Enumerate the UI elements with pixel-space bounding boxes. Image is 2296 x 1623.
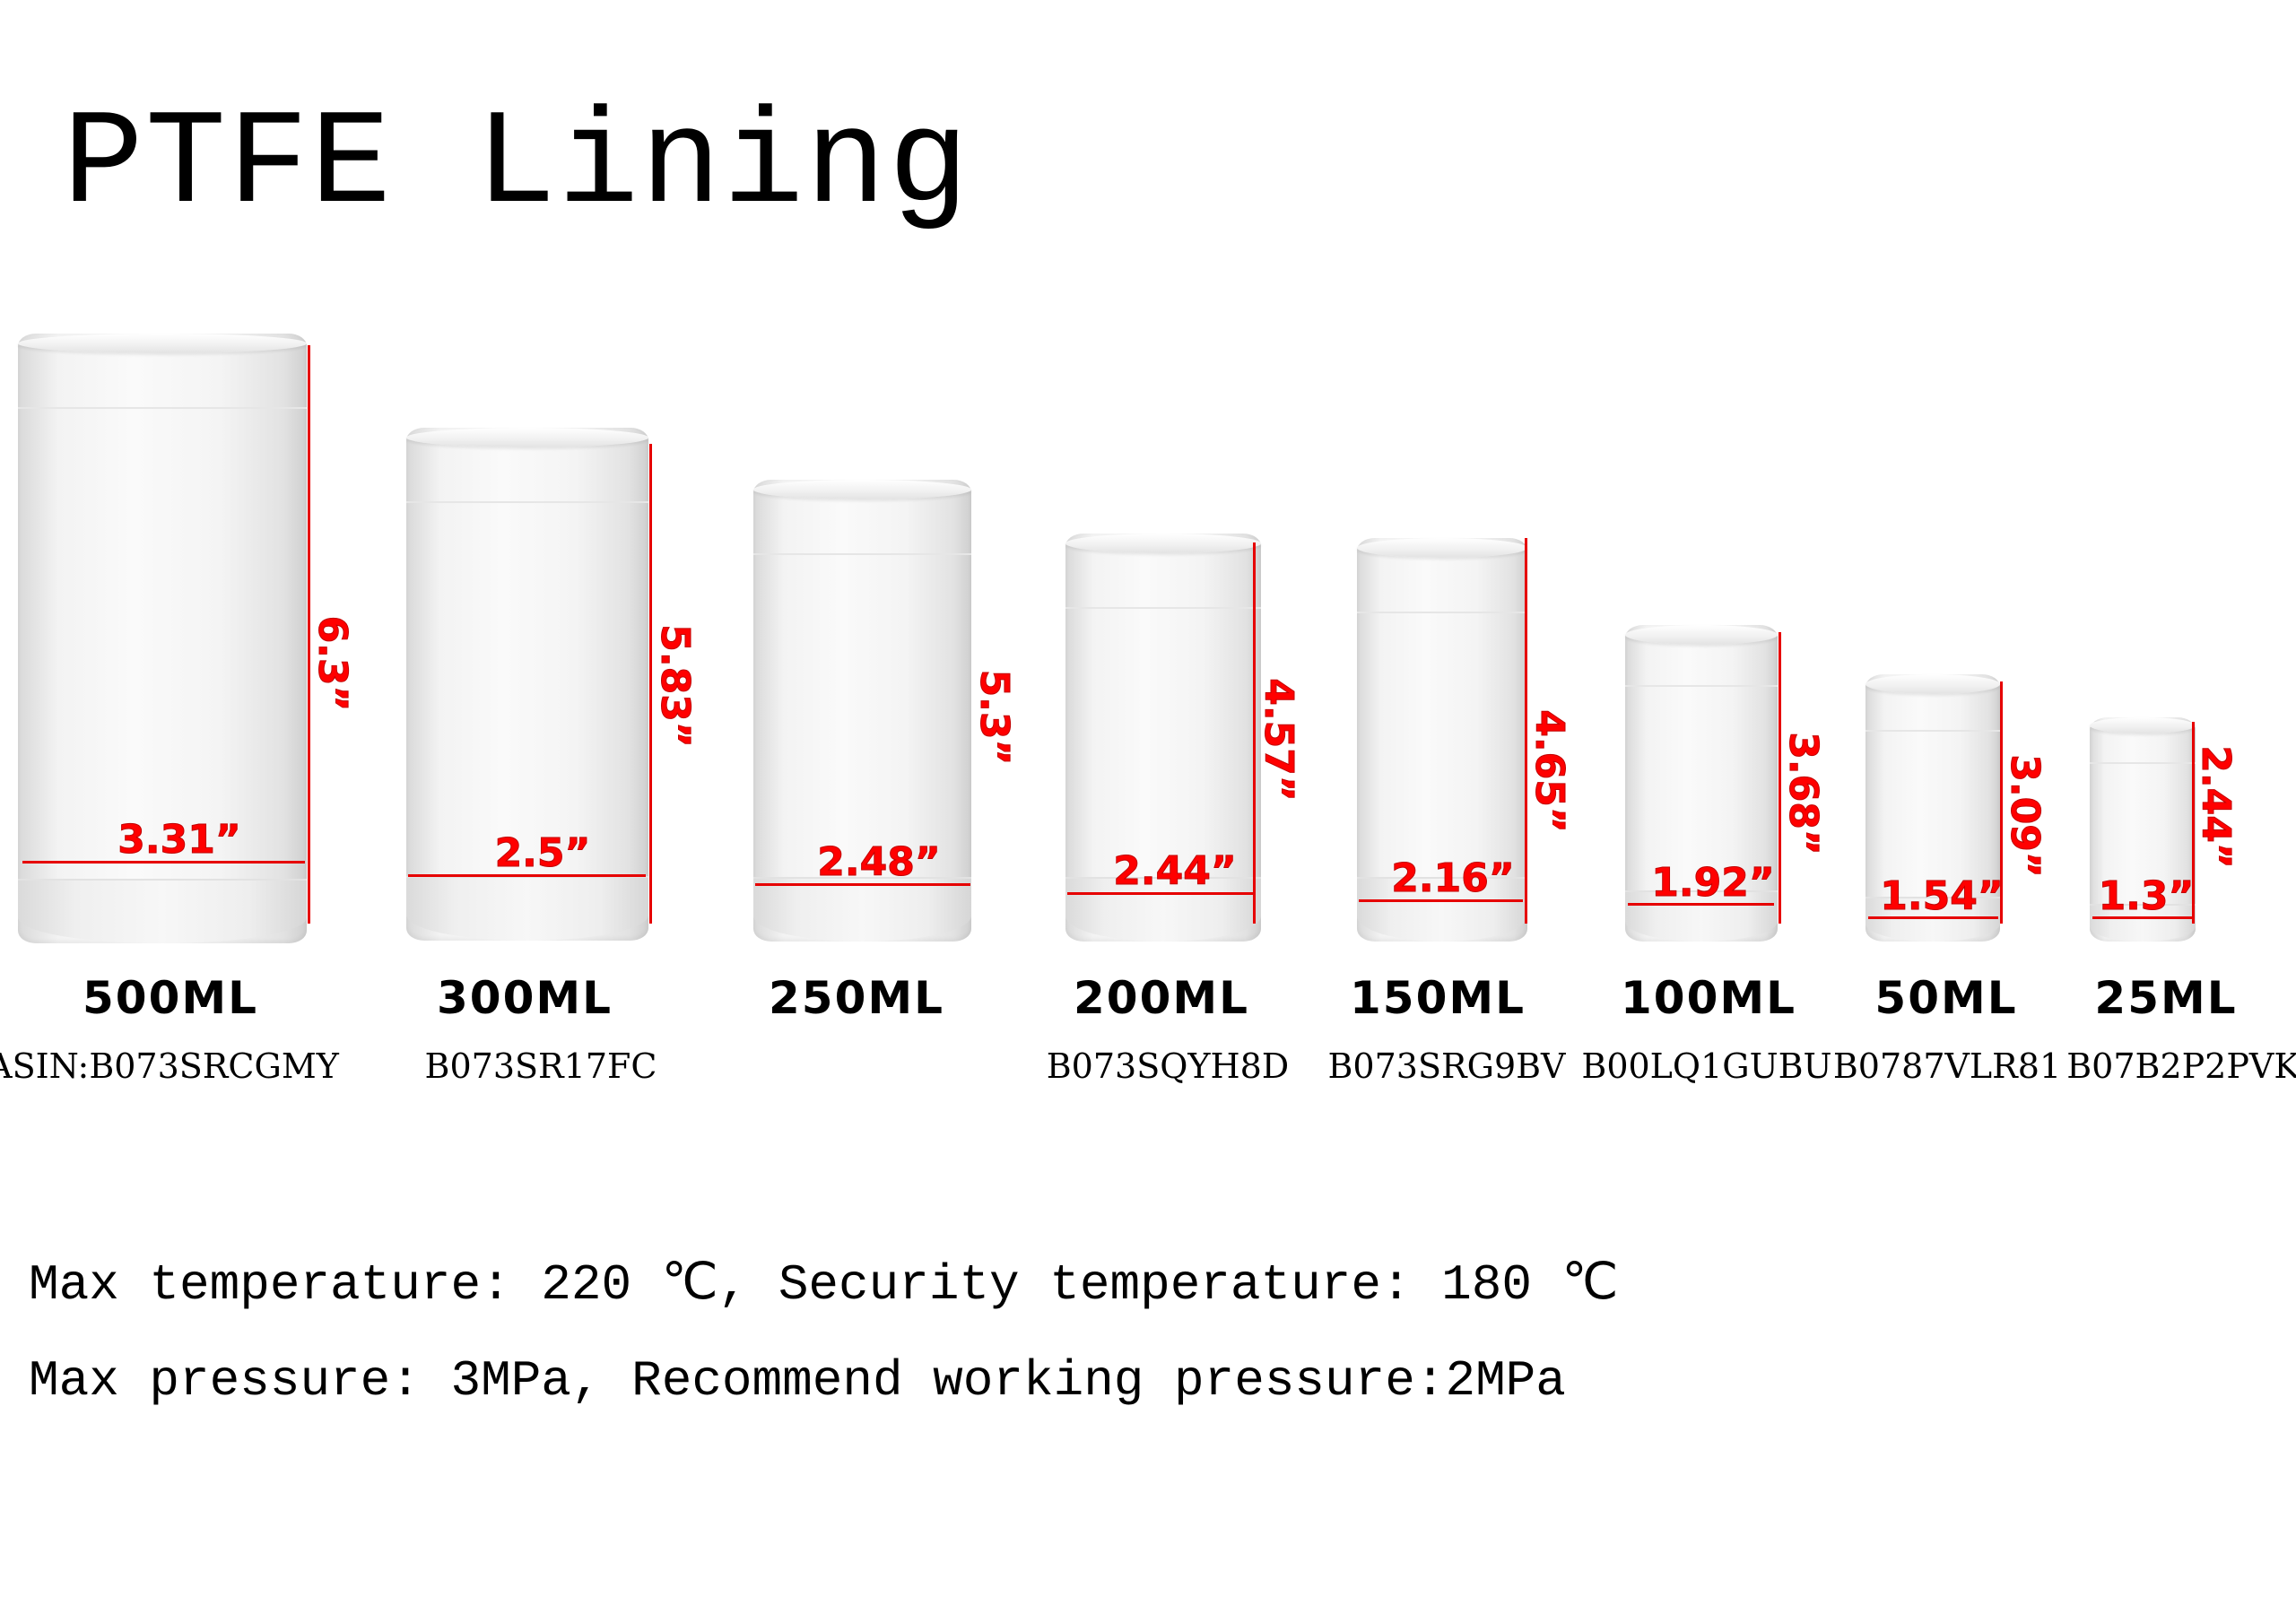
asin-label: B00LQ1GUBU bbox=[1581, 1046, 1832, 1086]
height-measure-line bbox=[1525, 538, 1527, 924]
jar-500ml bbox=[18, 334, 307, 943]
temperature-spec: Max temperature: 220 ℃, Security tempera… bbox=[29, 1256, 1619, 1314]
volume-label: 250ML bbox=[769, 972, 944, 1024]
height-label: 4.57” bbox=[1256, 678, 1302, 802]
jar-50ml bbox=[1866, 674, 2000, 942]
height-label: 3.09” bbox=[2002, 754, 2048, 878]
jar-150ml bbox=[1357, 538, 1527, 942]
jar-25ml bbox=[2090, 717, 2196, 942]
asin-label: B0787VLR81 bbox=[1832, 1046, 2062, 1086]
asin-label: B07B2P2PVK bbox=[2066, 1046, 2296, 1086]
volume-label: 300ML bbox=[437, 972, 613, 1024]
width-measure-line bbox=[1868, 916, 1998, 919]
jar-base bbox=[18, 879, 307, 943]
volume-label: 100ML bbox=[1621, 972, 1796, 1024]
jar-200ml bbox=[1065, 534, 1261, 942]
volume-label: 150ML bbox=[1350, 972, 1526, 1024]
width-measure-line bbox=[408, 874, 646, 877]
width-label: 1.92” bbox=[1651, 860, 1775, 906]
height-measure-line bbox=[2000, 681, 2003, 924]
width-measure-line bbox=[22, 861, 305, 864]
height-label: 5.3” bbox=[971, 669, 1018, 766]
height-label: 5.83” bbox=[652, 624, 699, 748]
height-label: 4.65” bbox=[1526, 709, 1573, 833]
height-measure-line bbox=[1253, 542, 1256, 924]
jar-300ml bbox=[406, 428, 648, 941]
height-label: 2.44” bbox=[2193, 745, 2239, 869]
height-measure-line bbox=[308, 345, 310, 924]
pressure-spec: Max pressure: 3MPa, Recommend working pr… bbox=[29, 1352, 1566, 1410]
width-measure-line bbox=[755, 883, 970, 886]
width-measure-line bbox=[1067, 892, 1256, 895]
width-measure-line bbox=[1628, 903, 1774, 906]
jar-100ml bbox=[1625, 625, 1778, 942]
width-measure-line bbox=[2092, 916, 2194, 919]
height-label: 6.3” bbox=[309, 615, 356, 712]
width-label: 1.3” bbox=[2098, 873, 2195, 919]
height-label: 3.68” bbox=[1780, 732, 1827, 855]
asin-label: B073SQYH8D bbox=[1046, 1046, 1290, 1086]
width-label: 2.48” bbox=[817, 839, 941, 885]
volume-label: 200ML bbox=[1074, 972, 1249, 1024]
asin-label: B073SRG9BV bbox=[1327, 1046, 1566, 1086]
height-measure-line bbox=[649, 444, 652, 924]
volume-label: 500ML bbox=[83, 972, 258, 1024]
volume-label: 25ML bbox=[2094, 972, 2238, 1024]
width-label: 3.31” bbox=[117, 817, 241, 863]
height-measure-line bbox=[1779, 632, 1781, 924]
height-measure-line bbox=[2192, 722, 2195, 924]
width-label: 2.16” bbox=[1391, 855, 1515, 901]
width-label: 2.44” bbox=[1113, 848, 1237, 894]
jar-250ml bbox=[753, 480, 971, 942]
width-measure-line bbox=[1359, 899, 1523, 902]
asin-label: B073SR17FC bbox=[424, 1046, 657, 1086]
volume-label: 50ML bbox=[1874, 972, 2018, 1024]
width-label: 2.5” bbox=[494, 830, 591, 876]
page-title: PTFE Lining bbox=[63, 90, 971, 242]
asin-label: ASIN:B073SRCGMY bbox=[0, 1046, 339, 1086]
jar-cap bbox=[18, 334, 307, 353]
width-label: 1.54” bbox=[1880, 873, 2004, 919]
